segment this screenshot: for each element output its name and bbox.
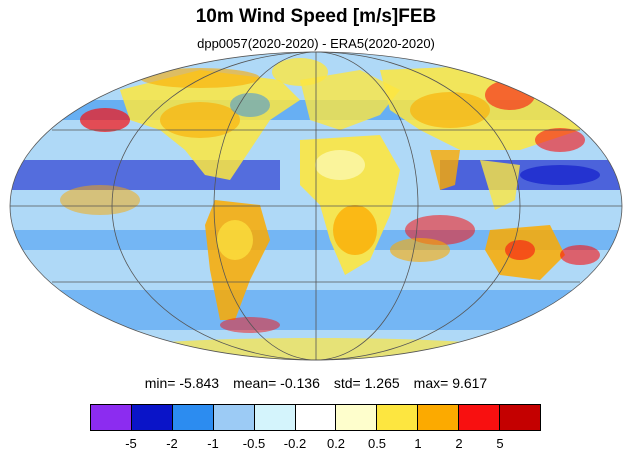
colorbar-swatch [377,405,419,430]
colorbar-tick-label: -2 [166,436,178,451]
colorbar-swatch [295,405,337,430]
colorbar-swatch [459,405,501,430]
colorbar-tick-label: -5 [125,436,137,451]
colorbar-tick-label: 1 [414,436,422,451]
colorbar-tick-label: 0.2 [326,436,346,451]
graticule [9,51,623,361]
colorbar-tick-label: -0.5 [242,436,266,451]
mean-value: -0.136 [280,375,320,391]
std-label: std= [333,375,361,391]
colorbar-swatch [213,405,255,430]
min-label: min= [144,375,176,391]
colorbar-swatch [500,405,540,430]
plot-subtitle: dpp0057(2020-2020) - ERA5(2020-2020) [197,36,435,51]
colorbar-swatch [336,405,378,430]
colorbar-tick-label: 5 [496,436,504,451]
colorbar-swatch [131,405,173,430]
colorbar-labels: -5 -2 -1 -0.5 -0.2 0.2 0.5 1 2 5 [90,436,541,454]
stats-summary: min= -5.843 mean= -0.136 std= 1.265 max= 9.… [0,375,632,391]
colorbar-tick-label: -0.2 [283,436,307,451]
colorbar-tick-label: 2 [455,436,463,451]
std-value: 1.265 [364,375,400,391]
colorbar-swatch [91,405,132,430]
min-value: -5.843 [179,375,220,391]
mean-label: mean= [233,375,277,391]
max-label: max= [413,375,449,391]
colorbar-swatch [418,405,460,430]
max-value: 9.617 [452,375,488,391]
colorbar-swatch [172,405,214,430]
colorbar-tick-label: -1 [207,436,219,451]
colorbar-tick-label: 0.5 [367,436,387,451]
europe-land [300,70,400,130]
colorbar [90,404,541,431]
colorbar-swatch [254,405,296,430]
plot-title: 10m Wind Speed [m/s]FEB [195,6,437,27]
